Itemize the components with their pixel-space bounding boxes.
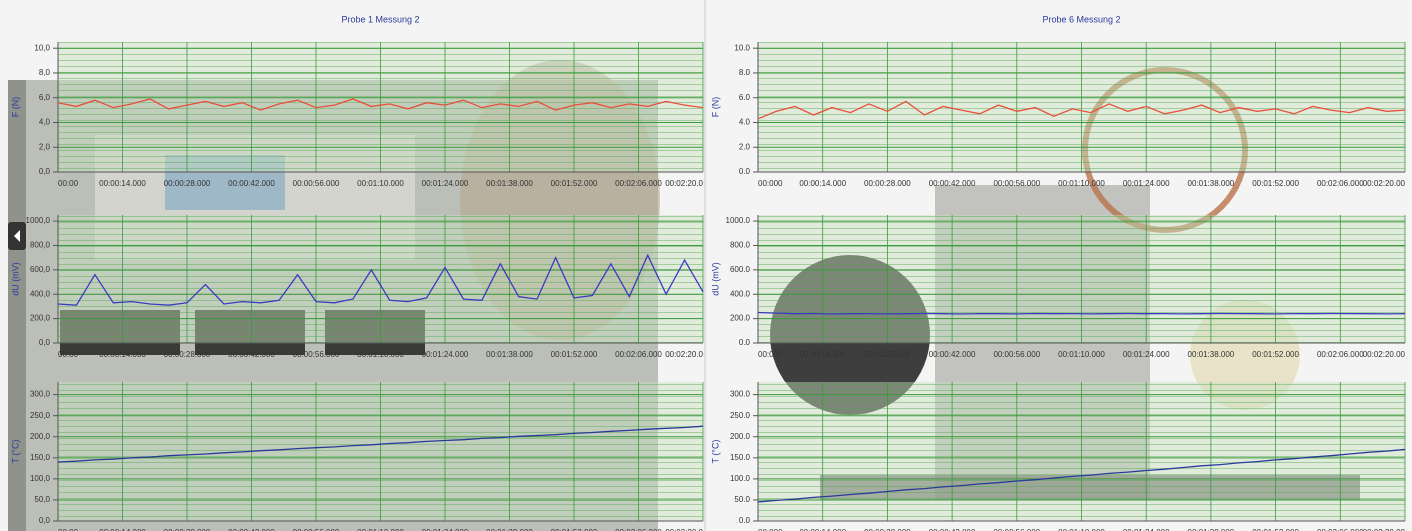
x-tick-label: 00:00:56.000 xyxy=(293,350,340,359)
x-tick-label: 00:01:38.000 xyxy=(486,350,533,359)
x-tick-label: 00:00:28.000 xyxy=(864,179,911,188)
y-tick-label: 300.0 xyxy=(730,390,751,399)
y-axis-label: T (°C) xyxy=(710,440,720,464)
x-tick-label: 00:01:10.000 xyxy=(357,350,404,359)
y-tick-label: 150,0 xyxy=(30,453,51,462)
y-tick-label: 200.0 xyxy=(730,432,751,441)
x-tick-label: 00:02:20.00 xyxy=(1363,179,1406,188)
x-tick-label: 00:00:56.000 xyxy=(293,179,340,188)
y-tick-label: 0.0 xyxy=(739,516,751,525)
y-tick-label: 100.0 xyxy=(730,474,751,483)
x-tick-label: 00:00 xyxy=(58,179,79,188)
y-axis-label: dU (mV) xyxy=(710,262,720,296)
chart-title: Probe 1 Messung 2 xyxy=(341,14,419,24)
y-tick-label: 150.0 xyxy=(730,453,751,462)
x-tick-label: 00:01:38.000 xyxy=(486,179,533,188)
x-tick-label: 00:00:42.000 xyxy=(929,350,976,359)
x-tick-label: 00:01:24.000 xyxy=(422,179,469,188)
y-tick-label: 0,0 xyxy=(39,338,51,347)
y-tick-label: 6,0 xyxy=(39,93,51,102)
x-tick-label: 00:02:06.000 xyxy=(1317,350,1364,359)
x-tick-label: 00:01:24.000 xyxy=(1123,179,1170,188)
y-tick-label: 8.0 xyxy=(739,68,751,77)
y-tick-label: 200,0 xyxy=(30,432,51,441)
y-tick-label: 10,0 xyxy=(34,43,50,52)
y-tick-label: 300,0 xyxy=(30,390,51,399)
y-tick-label: 400.0 xyxy=(730,289,751,298)
y-tick-label: 200,0 xyxy=(30,314,51,323)
x-tick-label: 00:01:24.000 xyxy=(1123,350,1170,359)
y-tick-label: 400,0 xyxy=(30,289,51,298)
y-tick-label: 800.0 xyxy=(730,241,751,250)
chart-title: Probe 6 Messung 2 xyxy=(1042,14,1120,24)
y-tick-label: 50.0 xyxy=(734,495,750,504)
x-tick-label: 00:000 xyxy=(758,179,783,188)
x-tick-label: 00:00:14.000 xyxy=(99,179,146,188)
y-tick-label: 2,0 xyxy=(39,142,51,151)
x-tick-label: 00:01:52.000 xyxy=(1252,350,1299,359)
y-tick-label: 250,0 xyxy=(30,411,51,420)
y-tick-label: 0,0 xyxy=(39,516,51,525)
x-tick-label: 00:02:20.00 xyxy=(1363,350,1406,359)
y-tick-label: 6.0 xyxy=(739,93,751,102)
y-tick-label: 50,0 xyxy=(34,495,50,504)
x-tick-label: 00:01:10.000 xyxy=(1058,179,1105,188)
y-tick-label: 200.0 xyxy=(730,314,751,323)
y-tick-label: 1000.0 xyxy=(726,216,751,225)
x-tick-label: 00:01:38.000 xyxy=(1188,179,1235,188)
y-tick-label: 0,0 xyxy=(39,167,51,176)
dashboard: Probe 1 Messung 2 F (N) 0,0 2,0 4,0 6,0 8,0 10,… xyxy=(0,0,1412,531)
y-tick-label: 4.0 xyxy=(739,118,751,127)
x-tick-label: 00:01:52.000 xyxy=(1252,179,1299,188)
y-tick-label: 0.0 xyxy=(739,167,751,176)
x-tick-label: 00:00:42.000 xyxy=(228,350,275,359)
x-tick-label: 00:00:56.000 xyxy=(993,179,1040,188)
y-tick-label: 600,0 xyxy=(30,265,51,274)
y-axis-label: F (N) xyxy=(710,97,720,118)
y-tick-label: 8,0 xyxy=(39,68,51,77)
x-tick-label: 00:00:14.000 xyxy=(99,350,146,359)
x-tick-label: 00:01:10.000 xyxy=(357,179,404,188)
x-tick-label: 00:01:52.000 xyxy=(551,179,598,188)
y-axis-label: T (°C) xyxy=(10,440,20,464)
x-tick-label: 00:01:24.000 xyxy=(422,350,469,359)
x-tick-label: 00:02:06.000 xyxy=(615,179,662,188)
y-tick-label: 10.0 xyxy=(734,43,750,52)
x-tick-label: 00:00:56.000 xyxy=(993,350,1040,359)
x-tick-label: 00:00:28.000 xyxy=(164,179,211,188)
y-tick-label: 1000,0 xyxy=(26,216,51,225)
x-tick-label: 00:000 xyxy=(758,350,783,359)
y-tick-label: 100,0 xyxy=(30,474,51,483)
y-tick-label: 2.0 xyxy=(739,142,751,151)
page: {"chart_data": [ {"type": "line", "title… xyxy=(0,0,1412,531)
x-tick-label: 00:01:38.000 xyxy=(1188,350,1235,359)
y-axis-label: F (N) xyxy=(10,97,20,118)
x-tick-label: 00:00:14.000 xyxy=(799,350,846,359)
x-tick-label: 00:00 xyxy=(58,350,79,359)
y-tick-label: 800,0 xyxy=(30,241,51,250)
x-tick-label: 00:02:06.000 xyxy=(1317,179,1364,188)
y-tick-label: 4,0 xyxy=(39,118,51,127)
x-tick-label: 00:01:52.000 xyxy=(551,350,598,359)
x-tick-label: 00:02:20.0 xyxy=(665,350,703,359)
x-tick-label: 00:00:28.000 xyxy=(164,350,211,359)
x-tick-label: 00:01:10.000 xyxy=(1058,350,1105,359)
y-tick-label: 250.0 xyxy=(730,411,751,420)
y-tick-label: 0.0 xyxy=(739,338,751,347)
x-tick-label: 00:00:14.000 xyxy=(799,179,846,188)
x-tick-label: 00:02:20.0 xyxy=(665,179,703,188)
x-tick-label: 00:00:28.000 xyxy=(864,350,911,359)
x-tick-label: 00:00:42.000 xyxy=(929,179,976,188)
y-axis-label: dU (mV) xyxy=(10,262,20,296)
y-tick-label: 600.0 xyxy=(730,265,751,274)
x-tick-label: 00:02:06.000 xyxy=(615,350,662,359)
x-tick-label: 00:00:42.000 xyxy=(228,179,275,188)
